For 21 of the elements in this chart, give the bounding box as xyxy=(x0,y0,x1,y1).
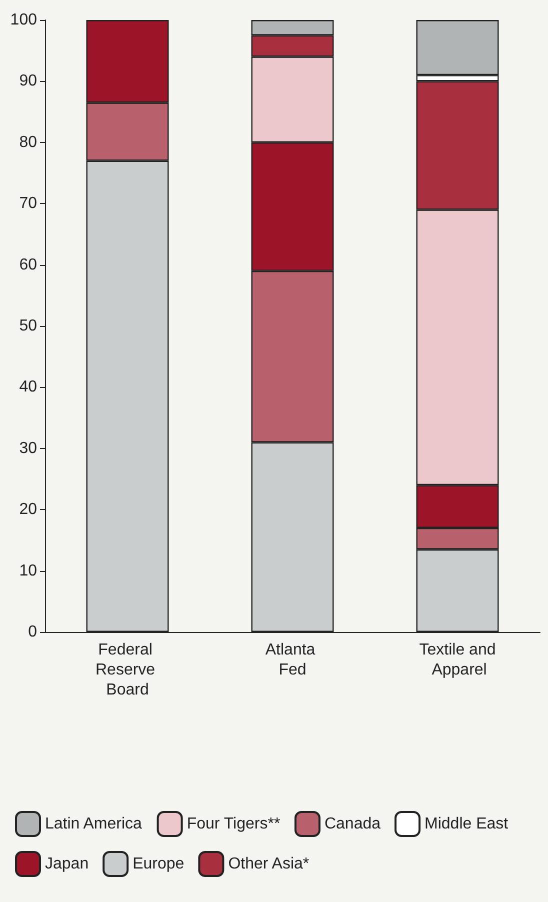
y-tick-label: 90 xyxy=(19,72,38,90)
y-tick-label: 70 xyxy=(19,195,38,212)
y-tick-label: 50 xyxy=(19,318,38,334)
y-tick-label: 0 xyxy=(28,624,38,640)
x-tick-label: Textile and Apparel xyxy=(419,642,496,678)
y-tick-label: 10 xyxy=(19,562,38,580)
legend-label: Four Tigers** xyxy=(186,816,280,832)
legend-label: Canada xyxy=(324,816,381,832)
legend-label: Japan xyxy=(45,856,89,872)
legend-label: Latin America xyxy=(45,816,142,832)
y-tick-label: 80 xyxy=(19,134,38,151)
legend-label: Other Asia* xyxy=(228,856,310,872)
legend-label: Europe xyxy=(132,856,184,872)
y-tick-label: 40 xyxy=(19,378,38,396)
y-tick-label: 20 xyxy=(19,501,38,518)
y-tick-label: 60 xyxy=(19,256,38,274)
x-tick-label: Atlanta Fed xyxy=(265,642,320,678)
legend-label: Middle East xyxy=(424,816,509,832)
y-tick-label: 100 xyxy=(10,12,38,28)
x-tick-label: Federal Reserve Board xyxy=(95,642,160,698)
y-tick-label: 30 xyxy=(19,440,38,457)
